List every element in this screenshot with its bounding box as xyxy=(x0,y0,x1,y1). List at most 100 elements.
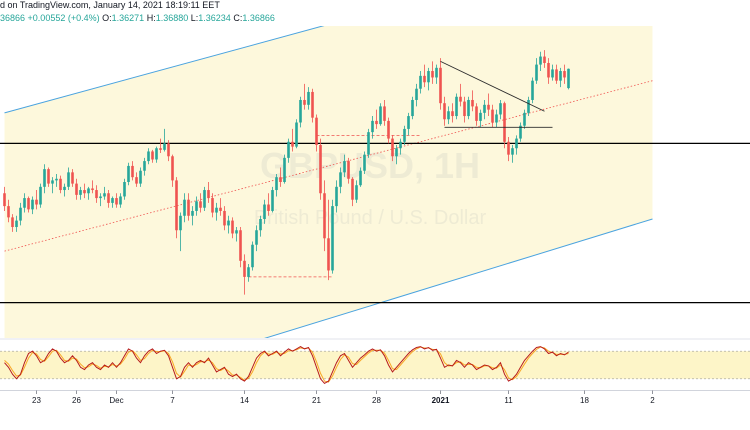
oscillator-pane xyxy=(0,346,750,385)
candle xyxy=(59,175,62,194)
candle xyxy=(487,93,490,117)
candle xyxy=(483,99,486,120)
candle-body xyxy=(315,117,318,146)
candle xyxy=(535,58,538,84)
candle-body xyxy=(131,165,134,178)
candle xyxy=(127,162,130,186)
last-price: 36866 xyxy=(0,13,26,23)
candle-body xyxy=(87,188,90,194)
candle xyxy=(311,88,314,123)
candle-body xyxy=(355,185,358,200)
candle xyxy=(87,186,90,200)
candle xyxy=(555,64,558,84)
candle xyxy=(227,215,230,234)
candle-body xyxy=(519,125,522,139)
triangle-upper-line[interactable] xyxy=(440,60,545,112)
open-value: 1.36271 xyxy=(111,13,145,23)
main-pane: GBPUSD, 1H British Pound / U.S. Dollar xyxy=(0,0,750,418)
candle xyxy=(39,183,42,208)
chart-header: d on TradingView.com, January 14, 2021 1… xyxy=(0,0,220,12)
candle-body xyxy=(515,138,518,149)
candle xyxy=(511,145,514,163)
candle-body xyxy=(247,267,250,277)
candle xyxy=(363,151,366,174)
candle-body xyxy=(163,143,166,150)
candle xyxy=(347,157,350,184)
candle-body xyxy=(335,186,338,207)
candle xyxy=(119,193,122,208)
candle xyxy=(383,99,386,126)
candle xyxy=(427,67,430,91)
candle-body xyxy=(283,157,286,182)
candle-body xyxy=(39,186,42,205)
close-label: C: xyxy=(233,13,243,23)
candle-body xyxy=(179,215,182,231)
candle xyxy=(359,167,362,187)
candle xyxy=(563,64,566,84)
candle-body xyxy=(543,56,546,63)
candle-body xyxy=(235,230,238,234)
candle-body xyxy=(55,178,58,181)
candle-body xyxy=(363,154,366,171)
candle xyxy=(255,225,258,252)
candle-body xyxy=(231,220,234,234)
candle xyxy=(559,67,562,88)
candle xyxy=(115,193,118,208)
candle xyxy=(451,103,454,123)
candle xyxy=(19,202,22,226)
candle xyxy=(75,178,78,200)
candle-body xyxy=(379,106,382,125)
candle-body xyxy=(503,103,506,142)
oscillator-k-line xyxy=(4,346,569,385)
candle-body xyxy=(303,99,306,105)
candle-body xyxy=(7,206,10,218)
candle-body xyxy=(71,172,74,184)
candle-body xyxy=(227,220,230,226)
candle-body xyxy=(91,188,94,191)
candle xyxy=(47,167,50,187)
candle-body xyxy=(243,260,246,277)
candle-body xyxy=(391,138,394,157)
candle-body xyxy=(83,190,86,194)
time-axis: 23 26 Dec 7 14 21 28 2021 11 18 2 xyxy=(32,390,655,405)
candle xyxy=(231,217,234,239)
candle xyxy=(539,51,542,72)
candle xyxy=(35,190,38,210)
candle-body xyxy=(455,96,458,117)
candle-body xyxy=(511,148,514,155)
candle-body xyxy=(339,172,342,187)
time-tick-label: 2 xyxy=(650,396,655,405)
candle-body xyxy=(155,148,158,160)
candle xyxy=(191,206,194,226)
candle-body xyxy=(199,201,202,208)
candle xyxy=(199,193,202,213)
candle-body xyxy=(51,180,54,184)
candle xyxy=(507,136,510,162)
time-tick-label: 23 xyxy=(32,396,41,405)
channel-lower-line[interactable] xyxy=(5,218,653,418)
candle xyxy=(195,196,198,216)
close-value: 1.36866 xyxy=(242,13,275,23)
candle xyxy=(331,199,334,274)
candle xyxy=(3,186,6,211)
candle xyxy=(387,117,390,144)
candle-body xyxy=(367,132,370,155)
candle xyxy=(155,146,158,163)
time-tick-label: 7 xyxy=(170,396,175,405)
candle xyxy=(55,173,58,187)
candle xyxy=(171,154,174,187)
time-tick-label: 28 xyxy=(372,396,381,405)
candle xyxy=(531,77,534,104)
candle-body xyxy=(171,156,174,181)
candle xyxy=(419,71,422,94)
time-tick-label: 11 xyxy=(504,396,513,405)
candle xyxy=(303,83,306,110)
candle-body xyxy=(219,207,222,211)
channel-upper-line[interactable] xyxy=(4,0,653,114)
candle xyxy=(187,193,190,221)
watermark-name: British Pound / U.S. Dollar xyxy=(254,207,487,229)
candle xyxy=(103,186,106,200)
candle xyxy=(375,109,378,129)
ohlc-legend: 36866 +0.00552 (+0.4%) O:1.36271 H:1.368… xyxy=(0,13,275,25)
